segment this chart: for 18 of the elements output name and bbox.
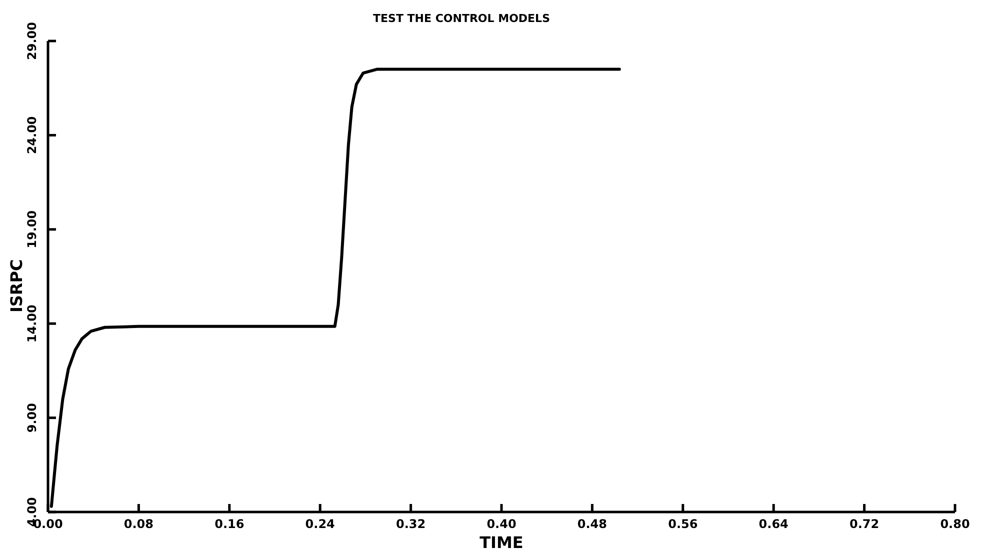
x-tick-label: 0.16 xyxy=(214,517,244,531)
x-tick-label: 0.48 xyxy=(577,517,608,531)
x-tick-label: 0.24 xyxy=(305,517,335,531)
x-tick-label: 0.72 xyxy=(849,517,880,531)
y-tick-label: 14.00 xyxy=(25,304,39,343)
x-tick-label: 0.56 xyxy=(668,517,698,531)
x-tick-label: 0.64 xyxy=(758,517,788,531)
x-tick-label: 0.08 xyxy=(124,517,154,531)
x-tick-label: 0.40 xyxy=(486,517,516,531)
y-tick-label: 19.00 xyxy=(25,210,39,248)
x-tick-label: 0.80 xyxy=(940,517,970,531)
y-axis-title: ISRPC xyxy=(7,259,26,313)
chart-title: TEST THE CONTROL MODELS xyxy=(373,12,550,25)
y-tick-label: 24.00 xyxy=(25,116,39,154)
x-axis-title: TIME xyxy=(480,533,524,552)
y-tick-label: 9.00 xyxy=(25,402,39,433)
y-tick-label: 29.00 xyxy=(25,22,39,60)
x-tick-label: 0.32 xyxy=(396,517,426,531)
